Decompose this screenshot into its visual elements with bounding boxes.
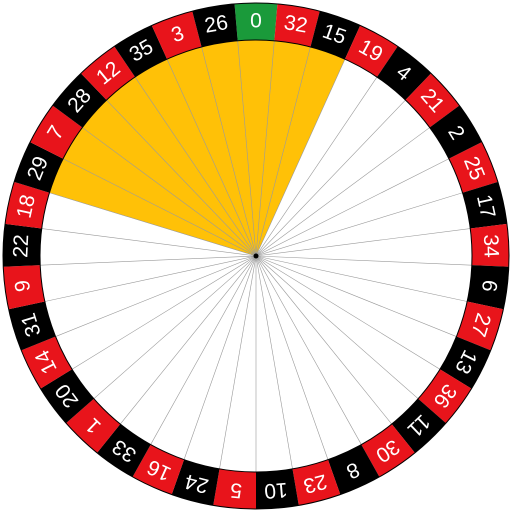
spoke-line <box>41 228 257 257</box>
pocket-label-34: 34 <box>479 234 503 259</box>
highlight-wedge-15 <box>256 46 345 256</box>
pocket-label-26: 26 <box>203 11 230 38</box>
spokes <box>40 40 472 472</box>
spoke-line <box>134 76 257 257</box>
pocket-label-9: 9 <box>11 279 35 294</box>
spoke-line <box>237 40 257 257</box>
spoke-line <box>255 255 392 425</box>
highlight-wedge-0 <box>237 40 275 256</box>
pocket-29 <box>14 142 64 193</box>
spoke-line <box>255 158 450 257</box>
pocket-10 <box>256 468 299 509</box>
spoke-line <box>255 59 346 257</box>
pocket-label-22: 22 <box>9 234 33 258</box>
spoke-line <box>201 46 257 257</box>
spoke-line <box>255 255 419 399</box>
highlight-wedge-3 <box>167 46 256 256</box>
pocket-label-23: 23 <box>301 469 329 497</box>
pocket-27 <box>456 301 504 351</box>
pocket-23 <box>292 459 341 506</box>
pocket-33 <box>97 424 151 477</box>
spoke-line <box>219 255 257 469</box>
pocket-2 <box>429 105 482 159</box>
pocket-22 <box>3 223 42 267</box>
pocket-label-32: 32 <box>282 11 309 38</box>
spoke-line <box>150 255 257 445</box>
pocket-0 <box>234 2 278 41</box>
spoke-line <box>255 255 441 370</box>
pocket-32 <box>274 3 320 47</box>
spoke-line <box>255 99 406 257</box>
spoke-line <box>71 255 257 370</box>
pocket-3 <box>151 11 202 60</box>
pocket-34 <box>470 223 509 267</box>
pocket-15 <box>310 11 361 60</box>
pocket-9 <box>3 265 45 310</box>
pocket-5 <box>213 468 256 509</box>
pocket-label-17: 17 <box>472 193 499 221</box>
spoke-line <box>255 76 378 257</box>
highlight-wedge-28 <box>82 100 256 256</box>
spoke-line <box>255 255 472 266</box>
wheel-center-hub <box>253 253 259 259</box>
spoke-line <box>255 255 293 469</box>
spoke-line <box>255 192 463 257</box>
spoke-line <box>55 255 257 337</box>
highlight-wedge-7 <box>63 127 256 256</box>
spoke-line <box>183 255 257 460</box>
pocket-30 <box>361 424 415 477</box>
spoke-line <box>255 127 430 257</box>
spoke-line <box>255 255 457 337</box>
spoke-line <box>62 158 257 257</box>
spoke-line <box>40 255 257 266</box>
spoke-line <box>255 255 329 460</box>
spoke-line <box>255 255 468 302</box>
spoke-line <box>82 127 257 257</box>
spoke-line <box>106 99 257 257</box>
highlight-wedge-35 <box>135 59 256 256</box>
inner-rim <box>39 39 473 473</box>
highlight-wedges <box>49 40 345 256</box>
pocket-16 <box>132 444 185 495</box>
pocket-label-5: 5 <box>229 478 243 502</box>
pocket-18 <box>5 181 50 229</box>
pocket-31 <box>8 301 56 351</box>
pocket-13 <box>439 336 491 389</box>
spoke-line <box>44 255 257 302</box>
spoke-line <box>255 46 311 257</box>
pocket-14 <box>21 336 73 389</box>
spoke-line <box>49 192 257 257</box>
pocket-25 <box>448 142 498 193</box>
highlight-wedge-12 <box>106 77 256 256</box>
highlight-wedge-32 <box>256 40 311 256</box>
spoke-line <box>255 40 275 257</box>
pocket-24 <box>171 459 220 506</box>
highlight-wedge-26 <box>201 40 256 256</box>
spoke-line <box>120 255 257 425</box>
highlight-wedge-29 <box>49 158 256 256</box>
pocket-label-6: 6 <box>477 279 501 294</box>
pocket-label-0: 0 <box>250 10 262 33</box>
pocket-label-10: 10 <box>263 478 288 503</box>
pocket-label-18: 18 <box>13 193 40 221</box>
spoke-line <box>166 59 257 257</box>
spoke-line <box>255 228 471 257</box>
spoke-line <box>255 255 362 445</box>
pocket-7 <box>30 105 83 159</box>
pocket-17 <box>462 181 507 229</box>
pocket-8 <box>327 444 380 495</box>
spoke-line <box>93 255 257 399</box>
pocket-6 <box>467 265 509 310</box>
pocket-26 <box>192 3 238 47</box>
